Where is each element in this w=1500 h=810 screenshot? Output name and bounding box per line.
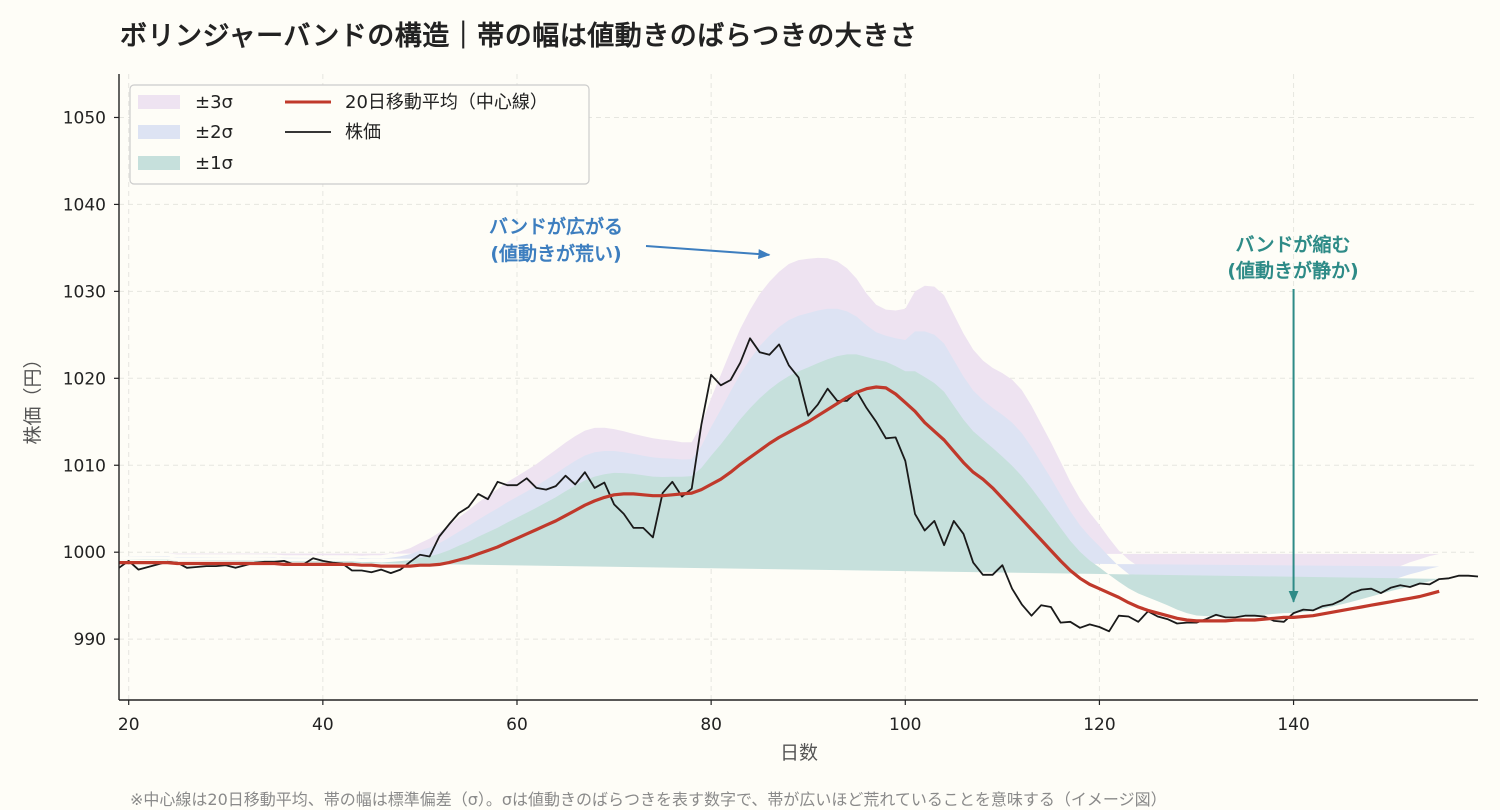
y-tick-label-1040: 1040 [63,195,106,215]
legend: ±3σ ±2σ ±1σ 20日移動平均（中心線） 株価 [129,84,590,185]
annotation-band-narrows: バンドが縮む(値動きが静か) [1227,233,1358,282]
legend-label-ma: 20日移動平均（中心線） [345,92,548,113]
legend-label-band2: ±2σ [195,122,233,143]
legend-swatch-band2 [138,125,180,139]
annotation-arrow-widens [645,245,771,260]
x-tick-label-80: 80 [700,715,722,735]
tick-labels: 20 40 60 80 100 120 140 990 1000 1010 1020 1030 1040… [63,108,1310,735]
legend-swatch-band3 [138,95,180,109]
annotations: バンドが広がる(値動きが荒い) バンドが縮む(値動きが静か) [489,215,1359,603]
x-tick-label-60: 60 [506,715,528,735]
band-1sigma [119,354,1440,617]
chart-title: ボリンジャーバンドの構造｜帯の幅は値動きのばらつきの大きさ [120,21,918,52]
y-tick-label-990: 990 [74,630,106,650]
legend-label-band1: ±1σ [195,153,233,174]
x-tick-label-40: 40 [312,715,334,735]
y-tick-label-1020: 1020 [63,369,106,389]
bollinger-bands [119,257,1440,617]
x-tick-label-20: 20 [118,715,140,735]
x-tick-label-120: 120 [1083,715,1115,735]
legend-label-band3: ±3σ [195,92,233,113]
y-axis-label: 株価（円） [22,349,44,444]
legend-swatch-band1 [138,156,180,170]
x-tick-label-140: 140 [1277,715,1309,735]
axes [114,74,1478,705]
y-tick-label-1000: 1000 [63,543,106,563]
annotation-band-widens: バンドが広がる(値動きが荒い) [489,215,623,265]
footnote: ※中心線は20日移動平均、帯の幅は標準偏差（σ）。σは値動きのばらつきを表す数字… [130,790,1167,809]
ma-line [119,385,1440,623]
legend-label-price: 株価 [345,122,381,143]
y-tick-label-1010: 1010 [63,456,106,476]
y-tick-label-1030: 1030 [63,282,106,302]
x-axis-label: 日数 [780,742,818,764]
x-tick-label-100: 100 [889,715,921,735]
series-lines [119,337,1479,633]
y-tick-label-1050: 1050 [63,108,106,128]
legend-frame [129,84,590,185]
